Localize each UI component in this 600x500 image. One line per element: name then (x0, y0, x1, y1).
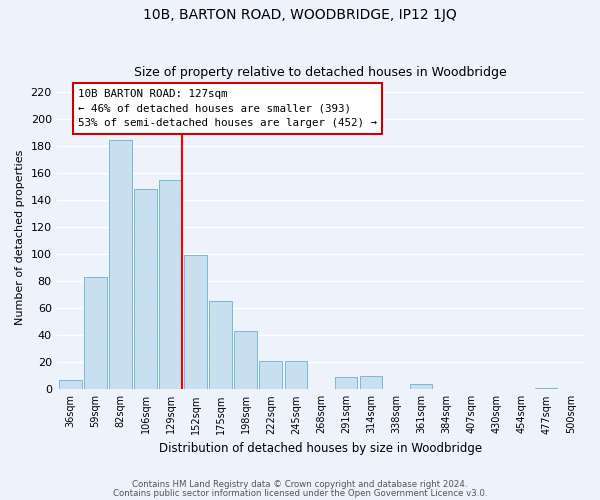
Bar (259, 361, 282, 390)
Bar (184, 256, 207, 390)
Title: Size of property relative to detached houses in Woodbridge: Size of property relative to detached ho… (134, 66, 507, 80)
Bar (209, 302, 232, 390)
X-axis label: Distribution of detached houses by size in Woodbridge: Distribution of detached houses by size … (159, 442, 482, 455)
Text: 10B BARTON ROAD: 127sqm
← 46% of detached houses are smaller (393)
53% of semi-d: 10B BARTON ROAD: 127sqm ← 46% of detache… (78, 89, 377, 128)
Bar (284, 361, 307, 390)
Bar (235, 331, 257, 390)
Bar (59, 380, 82, 390)
Bar (160, 180, 182, 390)
Text: Contains public sector information licensed under the Open Government Licence v3: Contains public sector information licen… (113, 488, 487, 498)
Y-axis label: Number of detached properties: Number of detached properties (15, 150, 25, 325)
Text: 10B, BARTON ROAD, WOODBRIDGE, IP12 1JQ: 10B, BARTON ROAD, WOODBRIDGE, IP12 1JQ (143, 8, 457, 22)
Bar (109, 140, 132, 390)
Bar (134, 189, 157, 390)
Bar (410, 384, 432, 390)
Bar (84, 277, 107, 390)
Text: Contains HM Land Registry data © Crown copyright and database right 2024.: Contains HM Land Registry data © Crown c… (132, 480, 468, 489)
Bar (335, 377, 357, 390)
Bar (359, 376, 382, 390)
Bar (535, 388, 557, 390)
